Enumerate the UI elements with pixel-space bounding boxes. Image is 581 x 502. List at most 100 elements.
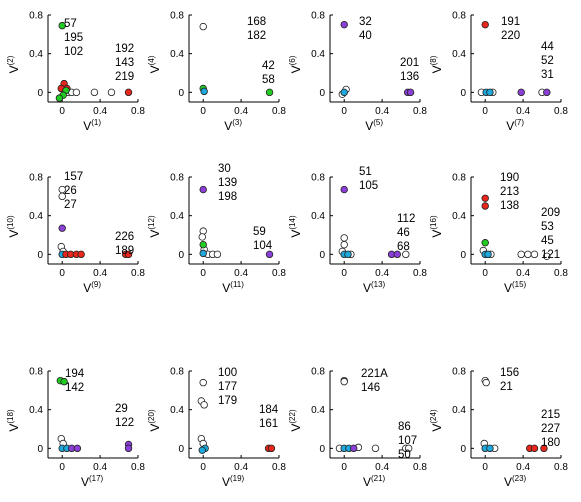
x-tick-label: 0 xyxy=(341,462,347,473)
scatter-panel-10: 0 0.4 0.8 0 0.4 0.8 V(19) V(20) 100 177 179 184 161 xyxy=(147,367,286,490)
point-id-label: 105 xyxy=(359,180,378,192)
data-point xyxy=(77,250,85,259)
point-id-label: 46 xyxy=(397,227,410,239)
x-tick-label: 0.8 xyxy=(272,106,286,117)
y-tick-label: 0.4 xyxy=(452,211,466,222)
point-id-label: 139 xyxy=(218,177,237,189)
scatter-panel-2: 0 0.4 0.8 0 0.4 0.8 V(3) V(4) 168 182 42 58 xyxy=(147,11,286,134)
data-point xyxy=(107,88,116,97)
scatter-panel-5: 0 0.4 0.8 0 0.4 0.8 V(9) V(10) 157 26 27 226 189 xyxy=(6,171,145,295)
x-tick-label: 0.4 xyxy=(375,268,389,279)
data-point xyxy=(406,88,415,97)
scatter-panel-11: 0 0.4 0.8 0 0.4 0.8 V(21) V(22) 221A 146 86 107 50 xyxy=(288,367,427,490)
y-tick-label: 0.8 xyxy=(170,173,184,184)
x-tick-label: 0.8 xyxy=(131,268,145,279)
x-tick-label: 0.4 xyxy=(516,106,530,117)
x-tick-label: 0.8 xyxy=(554,268,568,279)
data-point xyxy=(340,185,348,194)
y-tick-label: 0.8 xyxy=(452,11,466,22)
scatter-panel-9: 0 0.4 0.8 0 0.4 0.8 V(17) V(18) 194 142 29 122 xyxy=(6,367,145,490)
data-point xyxy=(267,444,276,453)
x-tick-label: 0 xyxy=(59,268,65,279)
y-tick-label: 0.8 xyxy=(29,367,43,378)
y-tick-label: 0.4 xyxy=(29,211,43,222)
x-tick-label: 0.8 xyxy=(272,268,286,279)
x-tick-label: 0.4 xyxy=(93,268,107,279)
scatter-panel-8: 0 0.4 0.8 0 0.4 0.8 V(15) V(16) 190 213 138 209 53 45… xyxy=(429,172,568,295)
data-point xyxy=(199,249,207,258)
data-point xyxy=(482,378,490,387)
scatter-panel-3: 0 0.4 0.8 0 0.4 0.8 V(5) V(6) 32 40 201 136 xyxy=(288,11,427,134)
data-point xyxy=(486,88,494,97)
x-tick-label: 0.4 xyxy=(234,268,248,279)
y-tick-label: 0.8 xyxy=(452,173,466,184)
point-id-label: 195 xyxy=(64,32,83,44)
x-axis-label: V(13) xyxy=(363,280,386,295)
data-point xyxy=(340,240,348,249)
y-tick-label: 0.8 xyxy=(311,173,325,184)
point-id-label: 215 xyxy=(541,409,560,421)
y-tick-label: 0.4 xyxy=(170,49,184,60)
x-axis-label: V(21) xyxy=(363,474,386,489)
y-tick-label: 0.8 xyxy=(29,173,43,184)
data-point xyxy=(481,202,489,210)
point-id-label: 156 xyxy=(500,367,519,379)
data-point xyxy=(213,250,222,259)
point-id-label: 136 xyxy=(400,71,419,83)
x-tick-label: 0.8 xyxy=(413,106,427,117)
point-id-label: 53 xyxy=(541,221,554,233)
y-axis-label: V(10) xyxy=(6,215,21,238)
data-point xyxy=(90,88,99,97)
x-tick-label: 0.4 xyxy=(516,268,530,279)
y-tick-label: 0.4 xyxy=(311,405,325,416)
y-tick-label: 0 xyxy=(178,250,184,261)
x-tick-label: 0 xyxy=(59,106,65,117)
data-point xyxy=(198,233,206,241)
scatter-panel-7: 0 0.4 0.8 0 0.4 0.8 V(13) V(14) 51 105 112 46 68 xyxy=(288,166,427,295)
point-id-label: 30 xyxy=(218,163,231,175)
y-tick-label: 0.4 xyxy=(311,49,325,60)
x-tick-label: 0.8 xyxy=(413,462,427,473)
x-axis-label: V(19) xyxy=(222,474,245,489)
scatter-panel-1: 0 0.4 0.8 0 0.4 0.8 V(1) V(2) 57 195 102 192 143 219 xyxy=(6,11,145,134)
data-point xyxy=(55,94,64,102)
x-axis-label: V(1) xyxy=(83,118,101,133)
y-tick-label: 0 xyxy=(319,444,325,455)
y-tick-label: 0.8 xyxy=(311,11,325,22)
x-tick-label: 0 xyxy=(341,106,347,117)
data-point xyxy=(484,250,492,259)
point-id-label: 57 xyxy=(64,18,77,30)
y-tick-label: 0.4 xyxy=(29,49,43,60)
point-id-label: 180 xyxy=(541,437,560,449)
y-tick-label: 0.8 xyxy=(170,367,184,378)
point-id-label: 198 xyxy=(218,191,237,203)
y-tick-label: 0 xyxy=(178,88,184,99)
data-point xyxy=(200,87,208,96)
point-id-label: 168 xyxy=(247,16,266,28)
data-point xyxy=(530,444,539,453)
data-point xyxy=(124,250,133,259)
x-axis-label: V(23) xyxy=(504,474,527,489)
x-tick-label: 0.8 xyxy=(413,268,427,279)
y-axis-label: V(16) xyxy=(429,215,444,238)
point-id-label: 189 xyxy=(115,245,134,257)
y-axis-label: V(18) xyxy=(6,409,21,432)
point-id-label: 161 xyxy=(259,418,278,430)
x-tick-label: 0.4 xyxy=(234,106,248,117)
y-tick-label: 0 xyxy=(37,250,43,261)
data-point xyxy=(344,250,352,259)
point-id-label: 26 xyxy=(64,185,77,197)
y-tick-label: 0.4 xyxy=(311,211,325,222)
data-point xyxy=(73,444,82,453)
data-point xyxy=(124,88,133,97)
y-tick-label: 0 xyxy=(37,88,43,99)
y-tick-label: 0.8 xyxy=(452,367,466,378)
x-axis-label: V(3) xyxy=(224,118,242,133)
point-id-label: 177 xyxy=(218,381,237,393)
x-tick-label: 0.8 xyxy=(131,462,145,473)
data-point xyxy=(486,444,494,453)
point-id-label: 32 xyxy=(359,16,372,28)
point-id-label: 157 xyxy=(64,171,83,183)
y-axis-label: V(6) xyxy=(288,55,303,73)
point-id-label: 21 xyxy=(500,381,513,393)
